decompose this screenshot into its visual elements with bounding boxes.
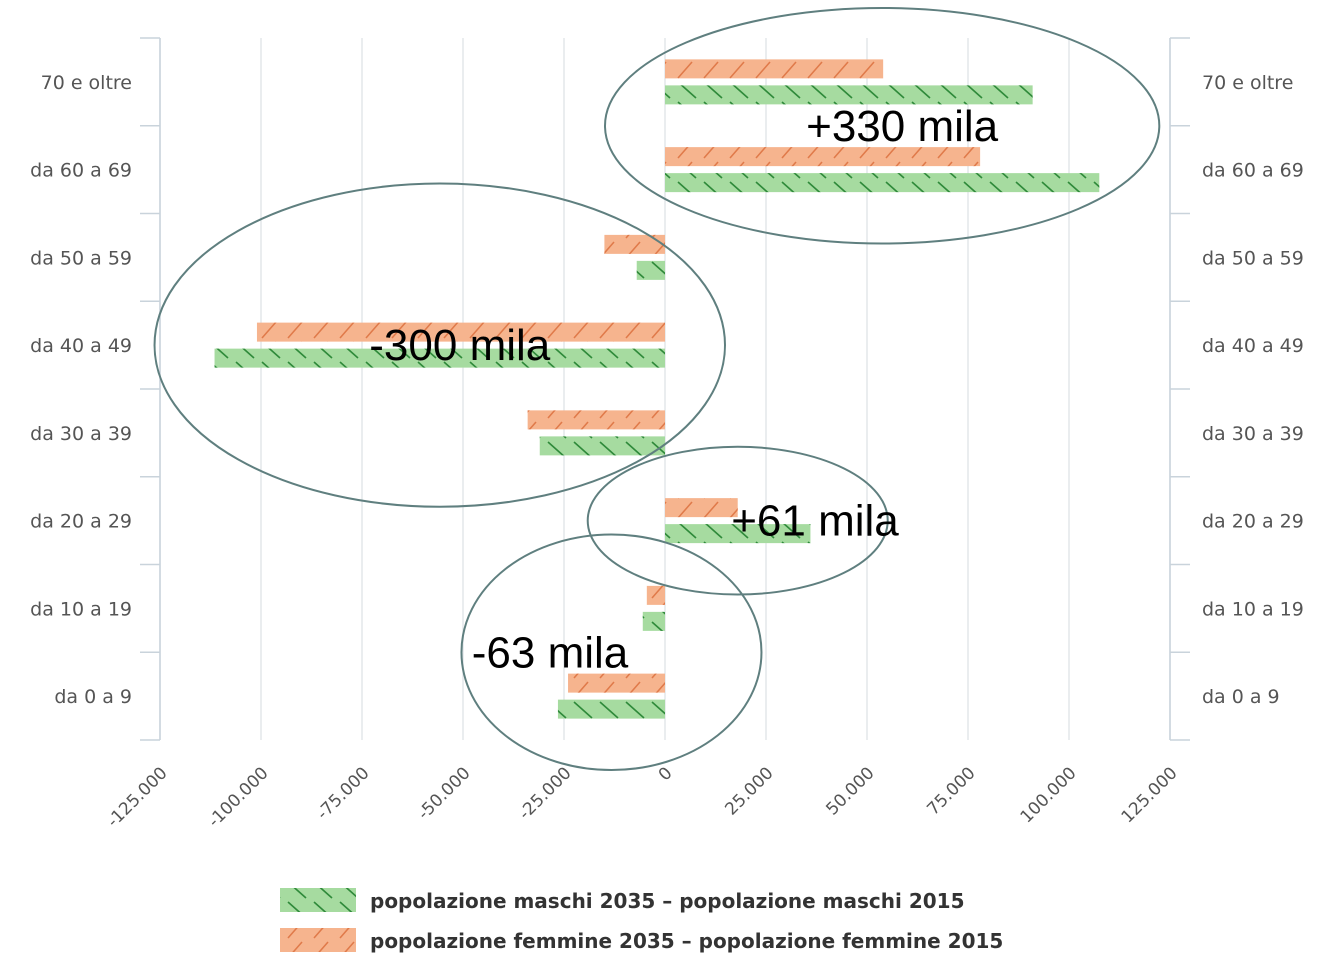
category-label-right: da 20 a 29 xyxy=(1202,511,1304,533)
female-bar-hatch xyxy=(256,322,665,342)
category-label-left: da 50 a 59 xyxy=(30,247,132,269)
category-label-left: da 20 a 29 xyxy=(30,511,132,533)
x-tick-label: 125.000 xyxy=(1118,763,1182,827)
annotation-label: +330 mila xyxy=(806,102,999,151)
category-label-right: da 60 a 69 xyxy=(1202,160,1304,182)
x-tick-label: 75.000 xyxy=(923,763,979,819)
male-bar-hatch xyxy=(214,348,666,368)
x-tick-label: -75.000 xyxy=(313,763,374,824)
category-label-left: da 0 a 9 xyxy=(54,686,132,708)
x-tick-label: 50.000 xyxy=(822,763,878,819)
x-tick-label: -50.000 xyxy=(414,763,475,824)
x-tick-label: 100.000 xyxy=(1017,763,1081,827)
male-bar-hatch xyxy=(557,699,665,719)
legend-swatch-hatch xyxy=(280,888,356,912)
category-label-left: da 10 a 19 xyxy=(30,598,132,620)
x-tick-label: -125.000 xyxy=(103,763,171,831)
annotations: +330 mila -300 mila +61 mila -63 mila xyxy=(153,7,1161,771)
category-label-right: da 30 a 39 xyxy=(1202,423,1304,445)
category-label-left: da 60 a 69 xyxy=(30,160,132,182)
female-bar-hatch xyxy=(527,410,665,430)
annotation-ellipse xyxy=(586,445,889,596)
female-bar-hatch xyxy=(665,147,981,167)
male-bar-hatch xyxy=(539,436,665,456)
annotation-ellipse xyxy=(604,7,1161,245)
x-tick-label: 25.000 xyxy=(721,763,777,819)
x-tick-label: -25.000 xyxy=(515,763,576,824)
category-label-right: 70 e oltre xyxy=(1202,72,1293,94)
legend-label: popolazione maschi 2035 – popolazione ma… xyxy=(370,889,965,913)
category-label-right: da 50 a 59 xyxy=(1202,247,1304,269)
annotation-ellipse xyxy=(460,533,763,771)
gridlines xyxy=(159,38,1171,740)
male-bar-hatch xyxy=(642,611,665,631)
x-tick-label: 0 xyxy=(655,763,677,785)
male-bar-hatch xyxy=(636,260,665,280)
female-bar-hatch xyxy=(568,673,665,693)
annotation-label: +61 mila xyxy=(731,497,899,546)
male-bar-hatch xyxy=(665,524,811,544)
category-label-right: da 10 a 19 xyxy=(1202,598,1304,620)
x-tick-label: -100.000 xyxy=(204,763,272,831)
female-bar-hatch xyxy=(665,59,884,79)
female-bar-hatch xyxy=(604,234,665,254)
bars xyxy=(214,59,1100,719)
category-label-right: da 0 a 9 xyxy=(1202,686,1280,708)
legend-label: popolazione femmine 2035 – popolazione f… xyxy=(370,929,1003,953)
annotation-label: -300 mila xyxy=(369,321,550,370)
annotation-ellipse xyxy=(153,182,726,508)
axes xyxy=(140,37,1190,741)
category-label-right: da 40 a 49 xyxy=(1202,335,1304,357)
legend-swatch-hatch xyxy=(280,928,356,952)
legend: popolazione maschi 2035 – popolazione ma… xyxy=(280,888,1003,953)
category-label-left: 70 e oltre xyxy=(41,72,132,94)
male-bar-hatch xyxy=(665,85,1033,105)
category-label-left: da 30 a 39 xyxy=(30,423,132,445)
female-bar-hatch xyxy=(665,498,738,518)
female-bar-hatch xyxy=(646,585,665,605)
category-label-left: da 40 a 49 xyxy=(30,335,132,357)
male-bar-hatch xyxy=(665,173,1100,193)
annotation-label: -63 mila xyxy=(472,628,629,677)
